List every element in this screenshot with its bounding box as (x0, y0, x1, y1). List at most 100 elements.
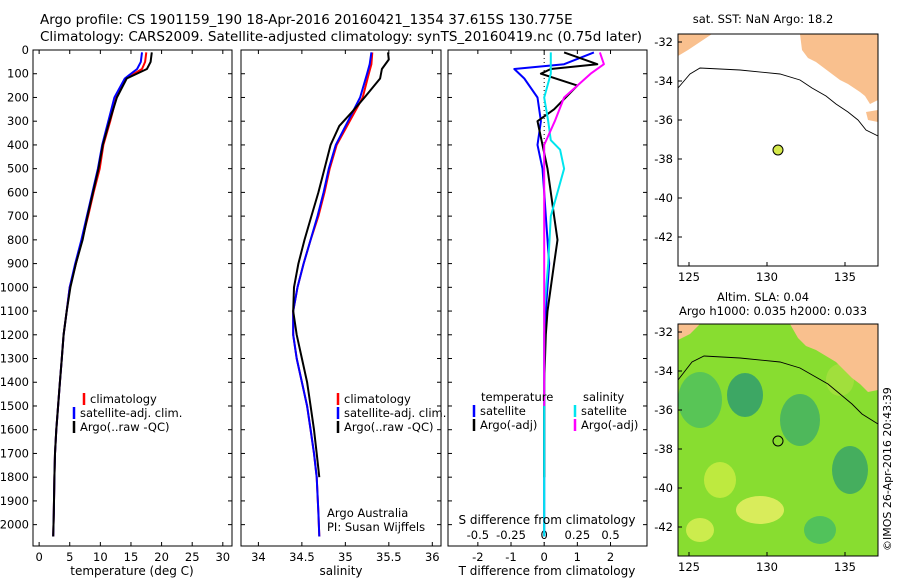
legend-label-argo: Argo(..raw -QC) (80, 420, 170, 434)
depth-axis: 0 100 200 300 400 500 600 700 800 900 1000 1100 1200… (0, 43, 29, 532)
salinity-lines (292, 52, 390, 537)
legend-label-t-argo: Argo(-adj) (480, 418, 537, 432)
sla-blob (686, 518, 714, 542)
sla-map-isobath (677, 355, 879, 425)
x-tick-label: -2 (472, 550, 483, 564)
depth-tick-label: 400 (7, 138, 29, 152)
map-x-tick-label: 125 (678, 270, 700, 284)
legend-label-s-argo: Argo(-adj) (581, 418, 638, 432)
depth-tick-label: 1600 (0, 423, 29, 437)
x-tick-label: 35 (338, 550, 353, 564)
depth-tick-label: 800 (7, 233, 29, 247)
legend-label-argo: Argo(..raw -QC) (344, 420, 434, 434)
depth-tick-label: 0 (22, 43, 29, 57)
map-x-tick-label: 135 (834, 270, 856, 284)
x-tick-label: 1 (574, 550, 581, 564)
x-tick-label: 35.5 (376, 550, 402, 564)
series-line-argo-raw-qc- (52, 52, 153, 537)
map-y-tick-label: -40 (654, 481, 673, 495)
series-line-argo-raw-qc- (292, 52, 390, 478)
depth-tick-label: 200 (7, 90, 29, 104)
legend-label-satellite: satellite-adj. clim. (344, 406, 446, 420)
x-tick-label: 0 (541, 550, 548, 564)
map-y-tick-label: -36 (654, 403, 673, 417)
x-tick-label: 34.5 (289, 550, 315, 564)
sst-map: sat. SST: NaN Argo: 18.2 125 130 135 -32 -34… (654, 12, 879, 284)
sla-map-land-west (678, 324, 700, 340)
depth-tick-label: 1300 (0, 352, 29, 366)
sst-map-land-south (866, 110, 878, 122)
x2-tick-label: 0.25 (565, 528, 591, 542)
temperature-lines (52, 52, 153, 537)
map-y-tick-label: -38 (654, 442, 673, 456)
credit-pi: PI: Susan Wijffels (327, 520, 425, 534)
depth-tick-label: 300 (7, 114, 29, 128)
map-x-tick-label: 130 (756, 560, 778, 574)
legend-label-s-satellite: satellite (581, 404, 627, 418)
temperature-panel: 0100200300400500600700800900100011001200… (0, 43, 233, 578)
depth-tick-label: 1900 (0, 494, 29, 508)
depth-tick-label: 100 (7, 67, 29, 81)
sla-blob (678, 372, 722, 428)
x2-tick-label: 0.5 (601, 528, 619, 542)
depth-tick-label: 500 (7, 162, 29, 176)
depth-tick-label: 1000 (0, 280, 29, 294)
sst-map-isobath (677, 67, 879, 137)
depth-tick-label: 900 (7, 257, 29, 271)
sla-map-title2: Argo h1000: 0.035 h2000: 0.033 (679, 304, 867, 318)
map-y-tick-label: -36 (654, 113, 673, 127)
map-y-tick-label: -32 (654, 35, 673, 49)
legend-label-t-satellite: satellite (480, 404, 526, 418)
depth-tick-label: 1800 (0, 470, 29, 484)
sla-map-title1: Altim. SLA: 0.04 (717, 290, 809, 304)
map-x-tick-label: 135 (834, 560, 856, 574)
temperature-x-axis: 0 5 10 15 20 25 30 (35, 50, 230, 564)
map-y-tick-label: -38 (654, 152, 673, 166)
map-x-tick-label: 125 (678, 560, 700, 574)
sst-map-land-west (678, 34, 712, 56)
sla-map: Altim. SLA: 0.04 Argo h1000: 0.035 h2000… (654, 290, 879, 574)
sla-map-land (790, 324, 878, 392)
sla-map-blobs (678, 364, 868, 544)
temperature-legend: climatology satellite-adj. clim. Argo(..… (72, 392, 182, 434)
x-tick-label: 0 (35, 550, 42, 564)
depth-tick-label: 1700 (0, 446, 29, 460)
x-tick-label: 30 (215, 550, 230, 564)
sst-map-title: sat. SST: NaN Argo: 18.2 (693, 12, 834, 26)
series-line-argo-adj- (543, 52, 605, 406)
x-tick-label: 25 (185, 550, 200, 564)
depth-tick-label: 1400 (0, 375, 29, 389)
map-x-tick-label: 130 (756, 270, 778, 284)
sla-blob (736, 496, 784, 524)
x-tick-label: 34 (251, 550, 266, 564)
t-difference-xlabel: T difference from climatology (458, 564, 636, 578)
map-y-tick-label: -34 (654, 364, 673, 378)
depth-tick-label: 1500 (0, 399, 29, 413)
sla-map-frame (677, 323, 879, 557)
depth-tick-label: 700 (7, 209, 29, 223)
sla-blob (704, 462, 736, 498)
difference-legend: temperature salinity satellite Argo(-adj… (472, 390, 638, 432)
depth-tick-label: 1200 (0, 328, 29, 342)
temperature-plot-frame (32, 49, 233, 547)
argo-float-marker (772, 144, 784, 156)
map-y-tick-label: -42 (654, 230, 673, 244)
map-y-tick-label: -40 (654, 191, 673, 205)
sla-blob (727, 373, 763, 417)
temperature-xlabel: temperature (deg C) (70, 564, 193, 578)
legend-header-temperature: temperature (481, 390, 553, 404)
salinity-xlabel: salinity (319, 564, 362, 578)
difference-panel: -2 -1 0 1 2 -0.5 -0.25 0 0.25 0.5 T difference f… (447, 49, 648, 578)
chart-title-line1: Argo profile: CS 1901159_190 18-Apr-2016… (40, 12, 573, 28)
s-difference-x-axis: -0.5 -0.25 0 0.25 0.5 (467, 528, 620, 542)
series-line-argo-adj- (536, 51, 599, 478)
sst-map-frame (677, 33, 879, 267)
x-tick-label: 2 (607, 550, 614, 564)
difference-lines (513, 51, 605, 537)
map-y-tick-label: -34 (654, 74, 673, 88)
legend-label-climatology: climatology (90, 392, 157, 406)
x-tick-label: 10 (93, 550, 108, 564)
map-y-tick-label: -42 (654, 520, 673, 534)
legend-label-climatology: climatology (344, 392, 411, 406)
sla-blob (804, 516, 836, 544)
